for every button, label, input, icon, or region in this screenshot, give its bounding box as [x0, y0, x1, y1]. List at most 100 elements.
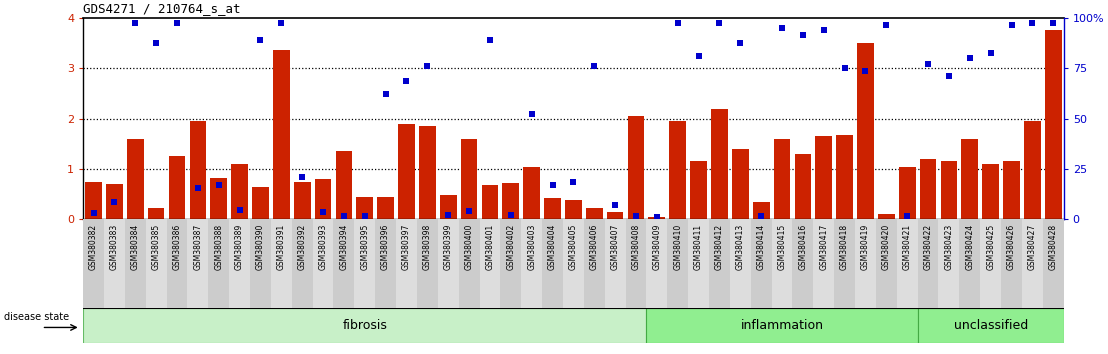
Bar: [565, 200, 582, 219]
Point: [460, 208, 478, 214]
Bar: [270, 219, 291, 308]
Bar: [502, 183, 520, 219]
Bar: [669, 121, 686, 219]
Bar: [646, 219, 667, 308]
Bar: [1045, 30, 1061, 219]
Bar: [1022, 219, 1043, 308]
Point: [315, 210, 332, 215]
Bar: [646, 308, 917, 343]
Text: GSM380426: GSM380426: [1007, 224, 1016, 270]
Text: GSM380403: GSM380403: [527, 224, 536, 270]
Text: GSM380389: GSM380389: [235, 224, 244, 270]
Bar: [106, 184, 123, 219]
Text: GSM380407: GSM380407: [611, 224, 619, 270]
Text: GSM380400: GSM380400: [464, 224, 473, 270]
Point: [523, 111, 541, 116]
Bar: [584, 219, 605, 308]
Bar: [357, 197, 373, 219]
Text: GSM380397: GSM380397: [402, 224, 411, 270]
Text: GSM380393: GSM380393: [318, 224, 328, 270]
Bar: [941, 161, 957, 219]
Text: GSM380387: GSM380387: [194, 224, 203, 270]
Bar: [315, 179, 331, 219]
Text: disease state: disease state: [4, 312, 70, 322]
Bar: [187, 219, 208, 308]
Bar: [981, 219, 1002, 308]
Bar: [232, 164, 248, 219]
Point: [189, 185, 207, 191]
Point: [961, 55, 978, 61]
Text: unclassified: unclassified: [954, 319, 1028, 332]
Bar: [1043, 219, 1064, 308]
Bar: [127, 139, 144, 219]
Point: [940, 73, 957, 79]
Bar: [627, 116, 645, 219]
Point: [440, 213, 458, 218]
Bar: [899, 166, 915, 219]
Bar: [189, 121, 206, 219]
Text: GSM380402: GSM380402: [506, 224, 515, 270]
Bar: [648, 217, 665, 219]
Bar: [396, 219, 417, 308]
Bar: [607, 212, 624, 219]
Bar: [459, 219, 480, 308]
Point: [669, 20, 687, 25]
Point: [377, 92, 394, 97]
Bar: [1003, 161, 1019, 219]
Point: [273, 20, 290, 25]
Text: GSM380406: GSM380406: [589, 224, 598, 270]
Text: GSM380398: GSM380398: [423, 224, 432, 270]
Text: GSM380388: GSM380388: [214, 224, 223, 270]
Point: [544, 182, 562, 188]
Bar: [229, 219, 250, 308]
Bar: [438, 219, 459, 308]
Text: GSM380419: GSM380419: [861, 224, 870, 270]
Bar: [983, 164, 999, 219]
Bar: [208, 219, 229, 308]
Bar: [480, 219, 501, 308]
Text: GSM380396: GSM380396: [381, 224, 390, 270]
Point: [794, 33, 812, 38]
Text: GSM380383: GSM380383: [110, 224, 119, 270]
Point: [398, 78, 416, 84]
Text: GSM380428: GSM380428: [1049, 224, 1058, 270]
Text: GSM380405: GSM380405: [568, 224, 578, 270]
Point: [585, 63, 603, 68]
Text: fibrosis: fibrosis: [342, 319, 387, 332]
Bar: [501, 219, 521, 308]
Text: GSM380414: GSM380414: [757, 224, 766, 270]
Bar: [690, 161, 707, 219]
Point: [1045, 20, 1063, 25]
Point: [252, 38, 269, 43]
Bar: [917, 219, 938, 308]
Bar: [626, 219, 646, 308]
Text: GSM380423: GSM380423: [944, 224, 953, 270]
Text: GSM380384: GSM380384: [131, 224, 140, 270]
Bar: [1024, 121, 1040, 219]
Bar: [145, 219, 166, 308]
Text: GSM380386: GSM380386: [173, 224, 182, 270]
Bar: [876, 219, 896, 308]
Bar: [542, 219, 563, 308]
Bar: [83, 219, 104, 308]
Text: GSM380417: GSM380417: [819, 224, 829, 270]
Text: GSM380399: GSM380399: [443, 224, 453, 270]
Text: GSM380382: GSM380382: [89, 224, 98, 270]
Bar: [211, 178, 227, 219]
Bar: [376, 219, 396, 308]
Bar: [125, 219, 145, 308]
Bar: [858, 43, 874, 219]
Bar: [355, 219, 376, 308]
Bar: [398, 124, 414, 219]
Bar: [752, 202, 769, 219]
Text: GSM380418: GSM380418: [840, 224, 849, 270]
Text: GSM380410: GSM380410: [674, 224, 683, 270]
Text: GSM380401: GSM380401: [485, 224, 494, 270]
Text: GSM380408: GSM380408: [632, 224, 640, 270]
Bar: [688, 219, 709, 308]
Point: [502, 213, 520, 218]
Text: GSM380420: GSM380420: [882, 224, 891, 270]
Point: [731, 40, 749, 46]
Bar: [417, 219, 438, 308]
Point: [982, 50, 999, 56]
